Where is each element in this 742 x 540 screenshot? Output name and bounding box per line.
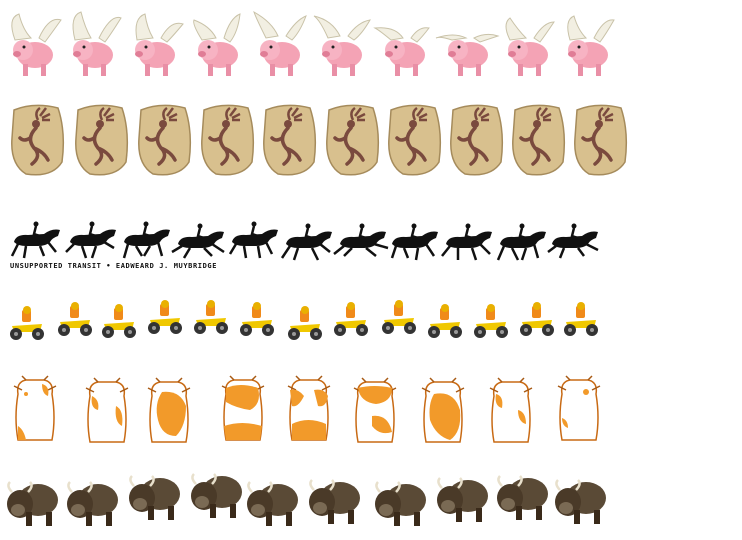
bison-sprite: [306, 470, 364, 530]
atv-rider-sprite: [238, 302, 276, 338]
flying-pig-sprite: [500, 10, 558, 82]
atv-rider-sprite: [562, 302, 600, 338]
kokopelli-stone-sprite: [509, 102, 567, 178]
atv-rider-sprite: [518, 302, 556, 338]
flying-pig-sprite: [373, 10, 435, 82]
atv-rider-sprite: [100, 304, 138, 340]
horse-rider-sprite: [118, 220, 174, 260]
horse-rider-sprite: [546, 222, 602, 262]
flying-pig-sprite: [65, 10, 123, 82]
flying-pig-sprite: [127, 10, 185, 82]
horse-caption: UNSUPPORTED TRANSIT • EADWEARD J. MUYBRI…: [10, 262, 218, 270]
flying-pig-sprite: [435, 10, 500, 82]
kokopelli-stone-sprite: [260, 102, 318, 178]
horse-rider-sprite: [494, 222, 550, 262]
flying-pig-sprite: [252, 10, 310, 82]
kokopelli-stone-sprite: [198, 102, 256, 178]
atv-rider-sprite: [286, 306, 324, 342]
atv-rider-sprite: [146, 300, 184, 336]
atv-rider-sprite: [472, 304, 510, 340]
bison-sprite: [434, 468, 492, 528]
kokopelli-stone-sprite: [323, 102, 381, 178]
atv-rider-sprite: [192, 300, 230, 336]
flying-pig-sprite: [560, 10, 618, 82]
kokopelli-stone-sprite: [72, 102, 130, 178]
hamster-sprite: [286, 374, 332, 444]
hamster-sprite: [12, 374, 58, 444]
bison-sprite: [126, 466, 184, 526]
horse-rider-sprite: [8, 220, 64, 260]
bison-sprite: [552, 470, 610, 530]
bison-sprite: [494, 466, 552, 526]
horse-rider-sprite: [440, 222, 496, 262]
kokopelli-stone-sprite: [447, 102, 505, 178]
bison-sprite: [244, 472, 302, 532]
hamster-sprite: [84, 376, 130, 446]
horse-rider-sprite: [64, 220, 120, 260]
horse-rider-sprite: [226, 220, 282, 260]
hamster-sprite: [146, 376, 192, 446]
bison-sprite: [188, 464, 246, 524]
horse-rider-sprite: [333, 222, 390, 262]
hamster-sprite: [420, 376, 466, 446]
atv-rider-sprite: [56, 302, 94, 338]
hamster-sprite: [556, 374, 602, 444]
horse-rider-sprite: [280, 222, 336, 262]
kokopelli-stone-sprite: [571, 102, 629, 178]
atv-rider-sprite: [332, 302, 370, 338]
bison-sprite: [372, 472, 430, 532]
atv-rider-sprite: [8, 306, 46, 342]
kokopelli-stone-sprite: [8, 102, 66, 178]
horse-rider-sprite: [171, 222, 228, 262]
flying-pig-sprite: [313, 10, 372, 82]
flying-pig-sprite: [5, 10, 63, 82]
bison-sprite: [4, 472, 62, 532]
kokopelli-stone-sprite: [385, 102, 443, 178]
bison-sprite: [64, 472, 122, 532]
flying-pig-sprite: [190, 10, 248, 82]
horse-rider-sprite: [386, 222, 442, 262]
hamster-sprite: [352, 376, 398, 446]
hamster-sprite: [488, 376, 534, 446]
atv-rider-sprite: [426, 304, 464, 340]
kokopelli-stone-sprite: [135, 102, 193, 178]
hamster-sprite: [220, 374, 266, 444]
atv-rider-sprite: [380, 300, 418, 336]
